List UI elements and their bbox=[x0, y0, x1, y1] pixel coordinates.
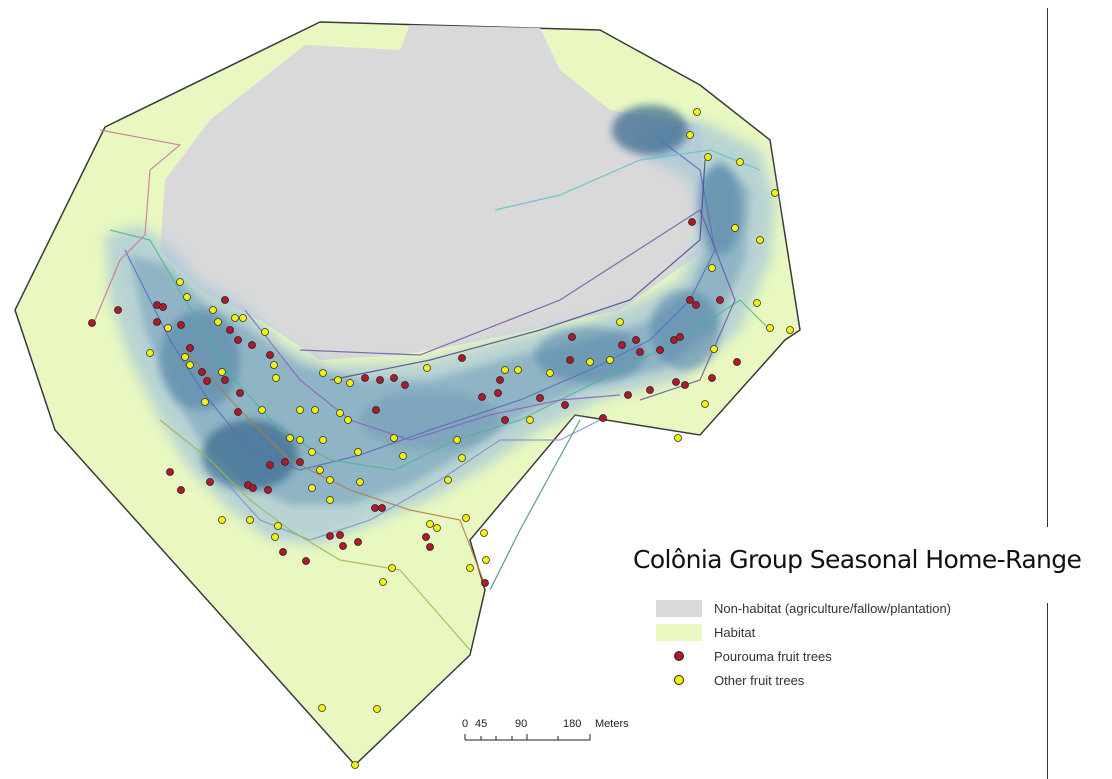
kernel-density bbox=[105, 105, 775, 545]
frame-line-bottom bbox=[1047, 603, 1048, 779]
pourouma-tree-points bbox=[88, 218, 741, 587]
map-title: Colônia Group Seasonal Home-Range bbox=[633, 545, 1082, 574]
scale-bar-graphic bbox=[464, 734, 591, 741]
legend-item-other-fruit: Other fruit trees bbox=[656, 668, 1036, 692]
legend-label: Non-habitat (agriculture/fallow/plantati… bbox=[714, 600, 952, 616]
scale-bar: 0 45 90 180 Meters bbox=[455, 718, 655, 757]
scale-tick-180: 180 bbox=[563, 718, 582, 730]
legend-label: Pourouma fruit trees bbox=[714, 648, 832, 664]
legend-item-habitat: Habitat bbox=[656, 620, 1036, 644]
legend-label: Habitat bbox=[714, 624, 756, 640]
scale-unit: Meters bbox=[595, 718, 629, 730]
other-fruit-dot-icon bbox=[674, 675, 684, 685]
other-fruit-tree-points bbox=[146, 108, 794, 769]
scale-tick-0: 0 bbox=[462, 718, 469, 730]
scale-tick-90: 90 bbox=[515, 718, 528, 730]
map-title-box: Colônia Group Seasonal Home-Range bbox=[623, 527, 1112, 602]
non-habitat-area bbox=[160, 25, 705, 360]
legend-label: Other fruit trees bbox=[714, 672, 805, 688]
non-habitat-swatch bbox=[656, 599, 702, 617]
legend-item-pourouma: Pourouma fruit trees bbox=[656, 644, 1036, 668]
legend-item-non-habitat: Non-habitat (agriculture/fallow/plantati… bbox=[656, 596, 1036, 620]
habitat-swatch bbox=[656, 623, 702, 641]
frame-line-top bbox=[1047, 8, 1048, 528]
pourouma-dot-icon bbox=[674, 651, 684, 661]
scale-tick-45: 45 bbox=[475, 718, 488, 730]
legend: Non-habitat (agriculture/fallow/plantati… bbox=[656, 596, 1036, 692]
